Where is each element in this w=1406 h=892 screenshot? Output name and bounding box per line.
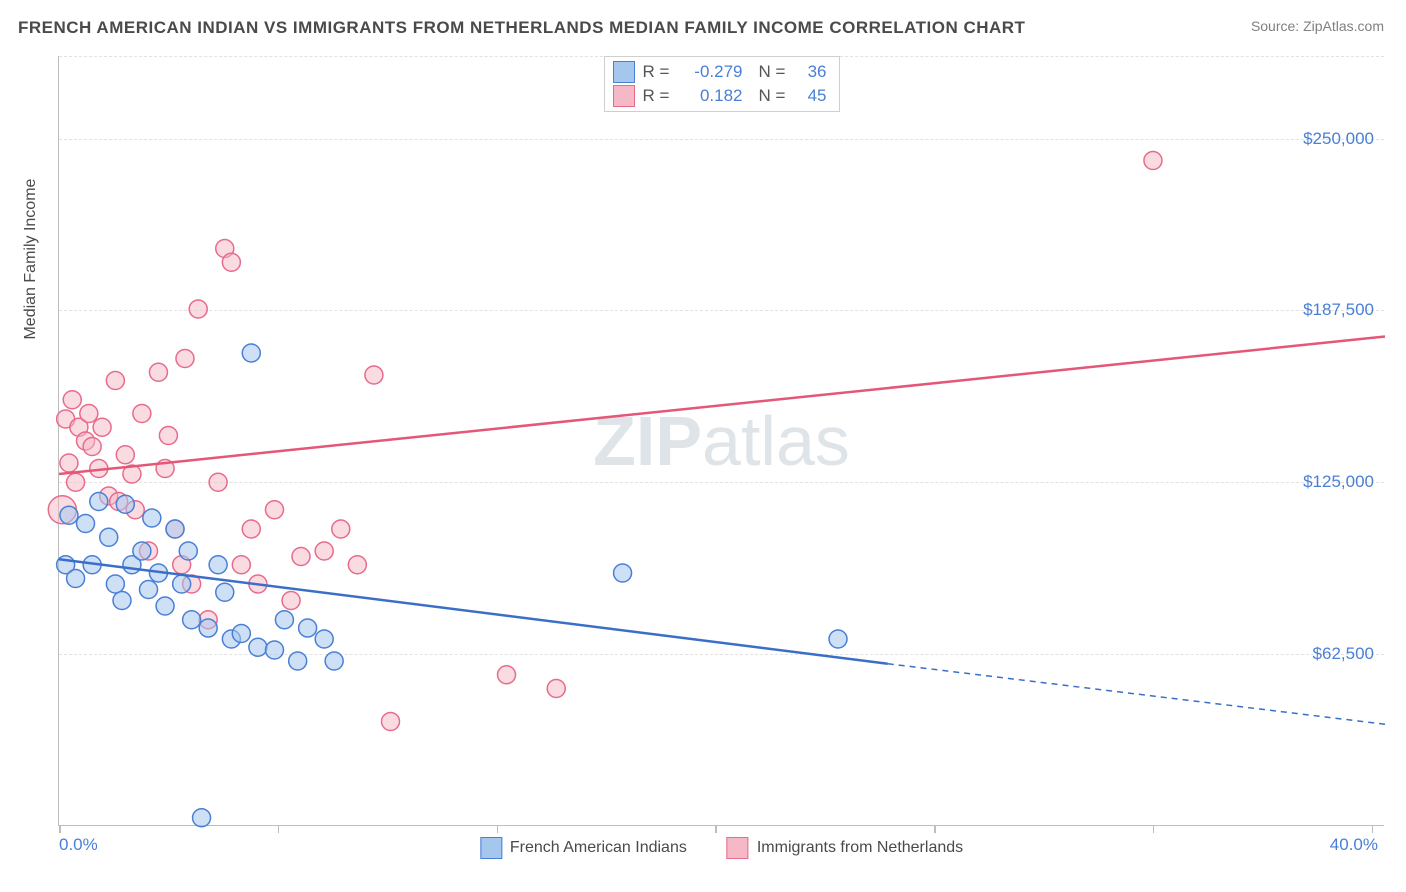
data-point <box>83 438 101 456</box>
data-point <box>100 528 118 546</box>
data-point <box>63 391 81 409</box>
data-point <box>299 619 317 637</box>
data-point <box>1144 152 1162 170</box>
data-point <box>193 809 211 827</box>
legend-row-series-1: R = -0.279 N = 36 <box>613 61 827 83</box>
data-point <box>143 509 161 527</box>
data-point <box>216 583 234 601</box>
data-point <box>289 652 307 670</box>
data-point <box>116 495 134 513</box>
data-point <box>60 506 78 524</box>
data-point <box>93 418 111 436</box>
data-point <box>156 597 174 615</box>
data-point <box>179 542 197 560</box>
legend-item-1: French American Indians <box>480 837 687 859</box>
data-point <box>140 581 158 599</box>
data-point <box>315 542 333 560</box>
data-point <box>199 619 217 637</box>
r-label: R = <box>643 62 675 82</box>
data-point <box>77 515 95 533</box>
data-point <box>113 592 131 610</box>
data-point <box>547 680 565 698</box>
source-link[interactable]: ZipAtlas.com <box>1303 18 1384 34</box>
data-point <box>242 344 260 362</box>
data-point <box>242 520 260 538</box>
x-tick <box>59 825 61 833</box>
r-value-2: 0.182 <box>683 86 743 106</box>
data-point <box>282 592 300 610</box>
x-tick <box>1153 825 1155 833</box>
data-point <box>249 638 267 656</box>
legend-item-2: Immigrants from Netherlands <box>727 837 963 859</box>
data-point <box>829 630 847 648</box>
data-point <box>90 493 108 511</box>
data-point <box>106 372 124 390</box>
data-point <box>222 253 240 271</box>
legend-swatch-blue <box>480 837 502 859</box>
data-point <box>183 611 201 629</box>
data-point <box>67 473 85 491</box>
data-point <box>275 611 293 629</box>
data-point <box>382 713 400 731</box>
series-legend: French American Indians Immigrants from … <box>480 837 963 859</box>
r-value-1: -0.279 <box>683 62 743 82</box>
data-point <box>116 446 134 464</box>
data-point <box>498 666 516 684</box>
n-value-2: 45 <box>799 86 827 106</box>
chart-title: FRENCH AMERICAN INDIAN VS IMMIGRANTS FRO… <box>18 18 1025 38</box>
data-point <box>232 556 250 574</box>
trend-line-extrapolated <box>888 664 1385 725</box>
data-point <box>325 652 343 670</box>
x-tick <box>1372 825 1374 833</box>
n-value-1: 36 <box>799 62 827 82</box>
plot-area: ZIPatlas $62,500$125,000$187,500$250,000… <box>58 56 1384 826</box>
y-axis-title: Median Family Income <box>22 179 40 340</box>
legend-label-1: French American Indians <box>510 839 687 857</box>
data-point <box>133 405 151 423</box>
data-point <box>209 556 227 574</box>
legend-row-series-2: R = 0.182 N = 45 <box>613 85 827 107</box>
data-point <box>67 570 85 588</box>
x-tick <box>278 825 280 833</box>
data-point <box>106 575 124 593</box>
x-tick <box>934 825 936 833</box>
legend-swatch-blue <box>613 61 635 83</box>
x-tick <box>497 825 499 833</box>
data-point <box>149 363 167 381</box>
source-prefix: Source: <box>1251 18 1303 34</box>
data-point <box>332 520 350 538</box>
data-point <box>232 625 250 643</box>
data-point <box>80 405 98 423</box>
source-attribution: Source: ZipAtlas.com <box>1251 18 1384 34</box>
n-label: N = <box>759 62 791 82</box>
n-label: N = <box>759 86 791 106</box>
data-point <box>365 366 383 384</box>
data-point <box>292 548 310 566</box>
x-axis-min-label: 0.0% <box>59 835 98 855</box>
data-point <box>60 454 78 472</box>
data-point <box>265 641 283 659</box>
data-point <box>315 630 333 648</box>
data-point <box>265 501 283 519</box>
data-point <box>133 542 151 560</box>
data-point <box>173 575 191 593</box>
legend-swatch-pink <box>727 837 749 859</box>
data-point <box>614 564 632 582</box>
correlation-legend: R = -0.279 N = 36 R = 0.182 N = 45 <box>604 56 840 112</box>
r-label: R = <box>643 86 675 106</box>
legend-swatch-pink <box>613 85 635 107</box>
data-point <box>209 473 227 491</box>
data-point <box>176 350 194 368</box>
data-point <box>166 520 184 538</box>
data-point <box>348 556 366 574</box>
legend-label-2: Immigrants from Netherlands <box>757 839 963 857</box>
trend-line <box>59 559 888 664</box>
x-axis-max-label: 40.0% <box>1330 835 1378 855</box>
data-point <box>159 427 177 445</box>
scatter-svg <box>59 56 1384 825</box>
data-point <box>189 300 207 318</box>
x-tick <box>715 825 717 833</box>
